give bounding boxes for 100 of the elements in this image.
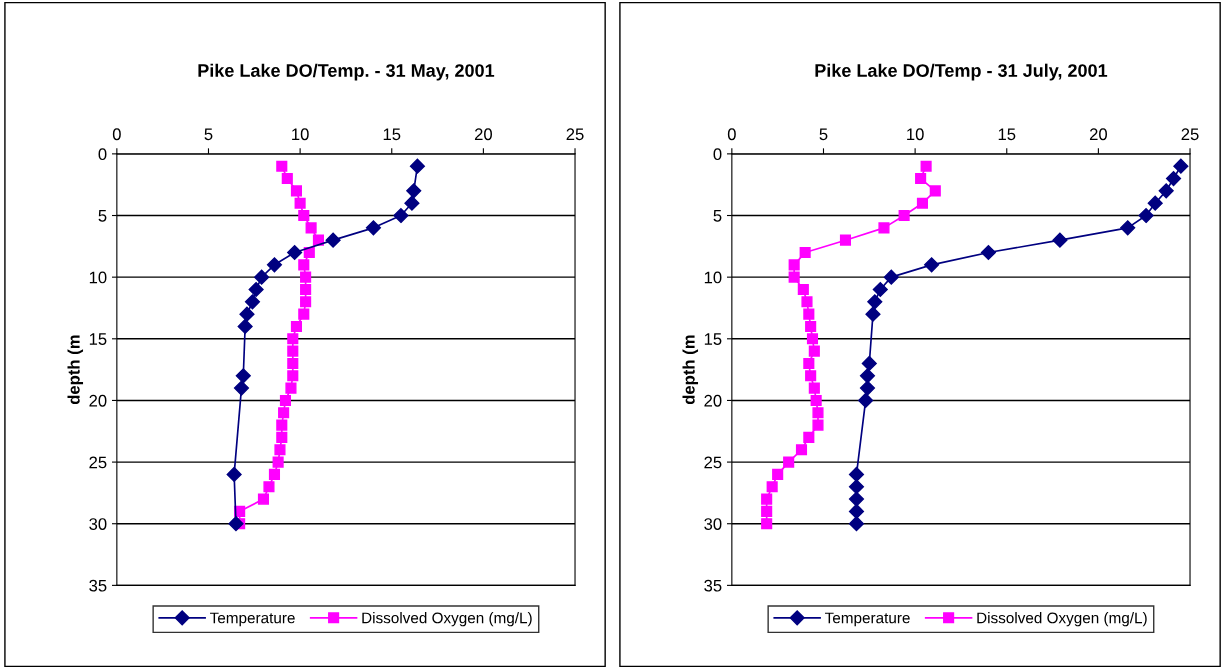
point [848,503,865,519]
x-tick-label: 5 [204,128,213,141]
point [254,269,270,285]
point [920,160,932,172]
point [298,259,310,271]
point [1165,170,1182,187]
point [1158,183,1174,199]
y-tick-label: 25 [89,456,107,469]
point [788,259,800,271]
point [1173,158,1189,174]
point [300,271,312,283]
x-tick-label: 20 [474,128,493,141]
y-tick-label: 10 [89,271,107,284]
legend-label: Dissolved Oxygen (mg/L) [977,612,1147,627]
point [848,516,865,532]
y-tick-label: 20 [89,394,107,407]
legend-label: Dissolved Oxygen (mg/L) [362,612,532,627]
point [239,306,255,322]
point [806,333,819,345]
point [801,296,813,308]
x-tick-label: 15 [383,128,401,141]
point [861,355,877,372]
point [233,380,250,396]
point [772,468,784,480]
point [805,370,817,382]
point [257,493,270,505]
x-tick-label: 0 [112,128,121,141]
point [865,306,881,322]
chart-title: Pike Lake DO/Temp - 31 July, 2001 [815,63,1108,81]
point [848,491,865,507]
point [1147,195,1163,211]
point [244,294,261,310]
y-tick-label: 10 [704,271,722,284]
point [248,281,264,298]
point [795,444,808,456]
point [915,172,927,185]
point [300,296,312,308]
point [810,394,822,407]
y-tick-label: 15 [704,333,722,345]
x-tick-label: 25 [1181,128,1199,141]
point [287,370,299,382]
point [761,518,773,530]
point [766,481,778,493]
point [1120,220,1136,236]
point [290,185,303,197]
point [276,431,288,443]
point [281,172,293,185]
point [263,481,275,493]
point [872,281,888,298]
y-axis-title: depth (m [67,335,84,405]
point [859,380,876,396]
point [228,516,244,532]
x-tick-label: 15 [998,128,1016,141]
point [1052,232,1068,248]
point [803,357,815,370]
y-tick-label: 5 [713,210,722,222]
point [1138,207,1154,224]
y-tick-label: 30 [89,518,107,530]
y-tick-label: 0 [713,148,722,161]
x-tick-label: 20 [1089,128,1108,141]
y-tick-label: 5 [98,210,107,222]
point [839,234,852,246]
y-axis-title: depth (m [682,335,699,405]
point [287,244,303,261]
y-tick-label: 15 [89,333,107,345]
y-tick-label: 35 [89,579,107,592]
point [867,294,883,310]
point [235,368,251,384]
point [761,493,773,505]
point [305,222,317,234]
legend-label: Temperature [210,612,295,627]
x-tick-label: 10 [292,128,309,141]
point [803,431,815,443]
point [393,207,409,224]
point [916,197,929,209]
point [279,394,292,407]
chart-title: Pike Lake DO/Temp. - 31 May, 2001 [198,63,495,81]
legend-label: Temperature [825,612,910,627]
point [924,257,940,273]
point [287,333,299,345]
point [878,222,890,234]
point [898,209,910,222]
point [859,368,876,384]
point [237,318,253,335]
point [226,466,242,482]
point [276,419,288,431]
point [365,220,381,236]
point [883,269,899,285]
point [980,244,996,261]
point [797,283,809,296]
point [812,407,824,419]
point [285,382,297,394]
point [404,195,420,211]
point [298,308,310,320]
point [298,209,310,222]
point [294,197,306,209]
point [929,185,941,197]
point [268,468,281,480]
point [406,183,422,199]
point [300,283,312,296]
